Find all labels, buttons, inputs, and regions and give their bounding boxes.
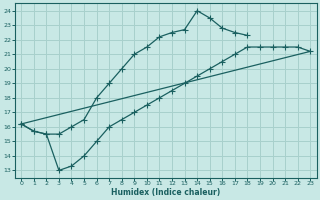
X-axis label: Humidex (Indice chaleur): Humidex (Indice chaleur) [111,188,220,197]
